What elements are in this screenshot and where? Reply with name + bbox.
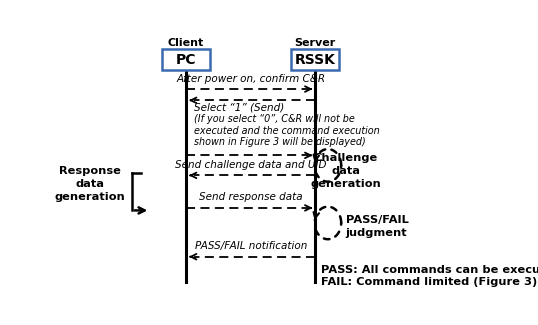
Text: RSSK: RSSK <box>295 53 336 67</box>
Text: data: data <box>331 166 360 176</box>
Text: Send response data: Send response data <box>199 192 302 202</box>
Text: Select “1” (Send): Select “1” (Send) <box>194 103 285 113</box>
Text: Client: Client <box>168 38 204 48</box>
Text: Send challenge data and UID: Send challenge data and UID <box>175 160 327 170</box>
Text: generation: generation <box>310 179 381 189</box>
Text: data: data <box>76 179 105 189</box>
Text: shown in Figure 3 will be displayed): shown in Figure 3 will be displayed) <box>194 137 366 147</box>
Bar <box>292 49 339 70</box>
Text: FAIL: Command limited (Figure 3): FAIL: Command limited (Figure 3) <box>321 278 537 288</box>
Text: executed and the command execution: executed and the command execution <box>194 126 380 136</box>
Text: (If you select “0”, C&R will not be: (If you select “0”, C&R will not be <box>194 114 355 124</box>
Bar <box>162 49 210 70</box>
Text: PASS: All commands can be executed: PASS: All commands can be executed <box>321 266 538 276</box>
Text: PASS/FAIL notification: PASS/FAIL notification <box>195 241 307 251</box>
Text: generation: generation <box>55 192 125 202</box>
Text: Server: Server <box>295 38 336 48</box>
Text: Challenge: Challenge <box>314 153 378 163</box>
Text: PASS/FAIL: PASS/FAIL <box>346 215 408 225</box>
Text: After power on, confirm C&R: After power on, confirm C&R <box>176 73 325 84</box>
Text: PC: PC <box>176 53 196 67</box>
Text: Response: Response <box>59 166 121 176</box>
Text: judgment: judgment <box>346 228 407 238</box>
